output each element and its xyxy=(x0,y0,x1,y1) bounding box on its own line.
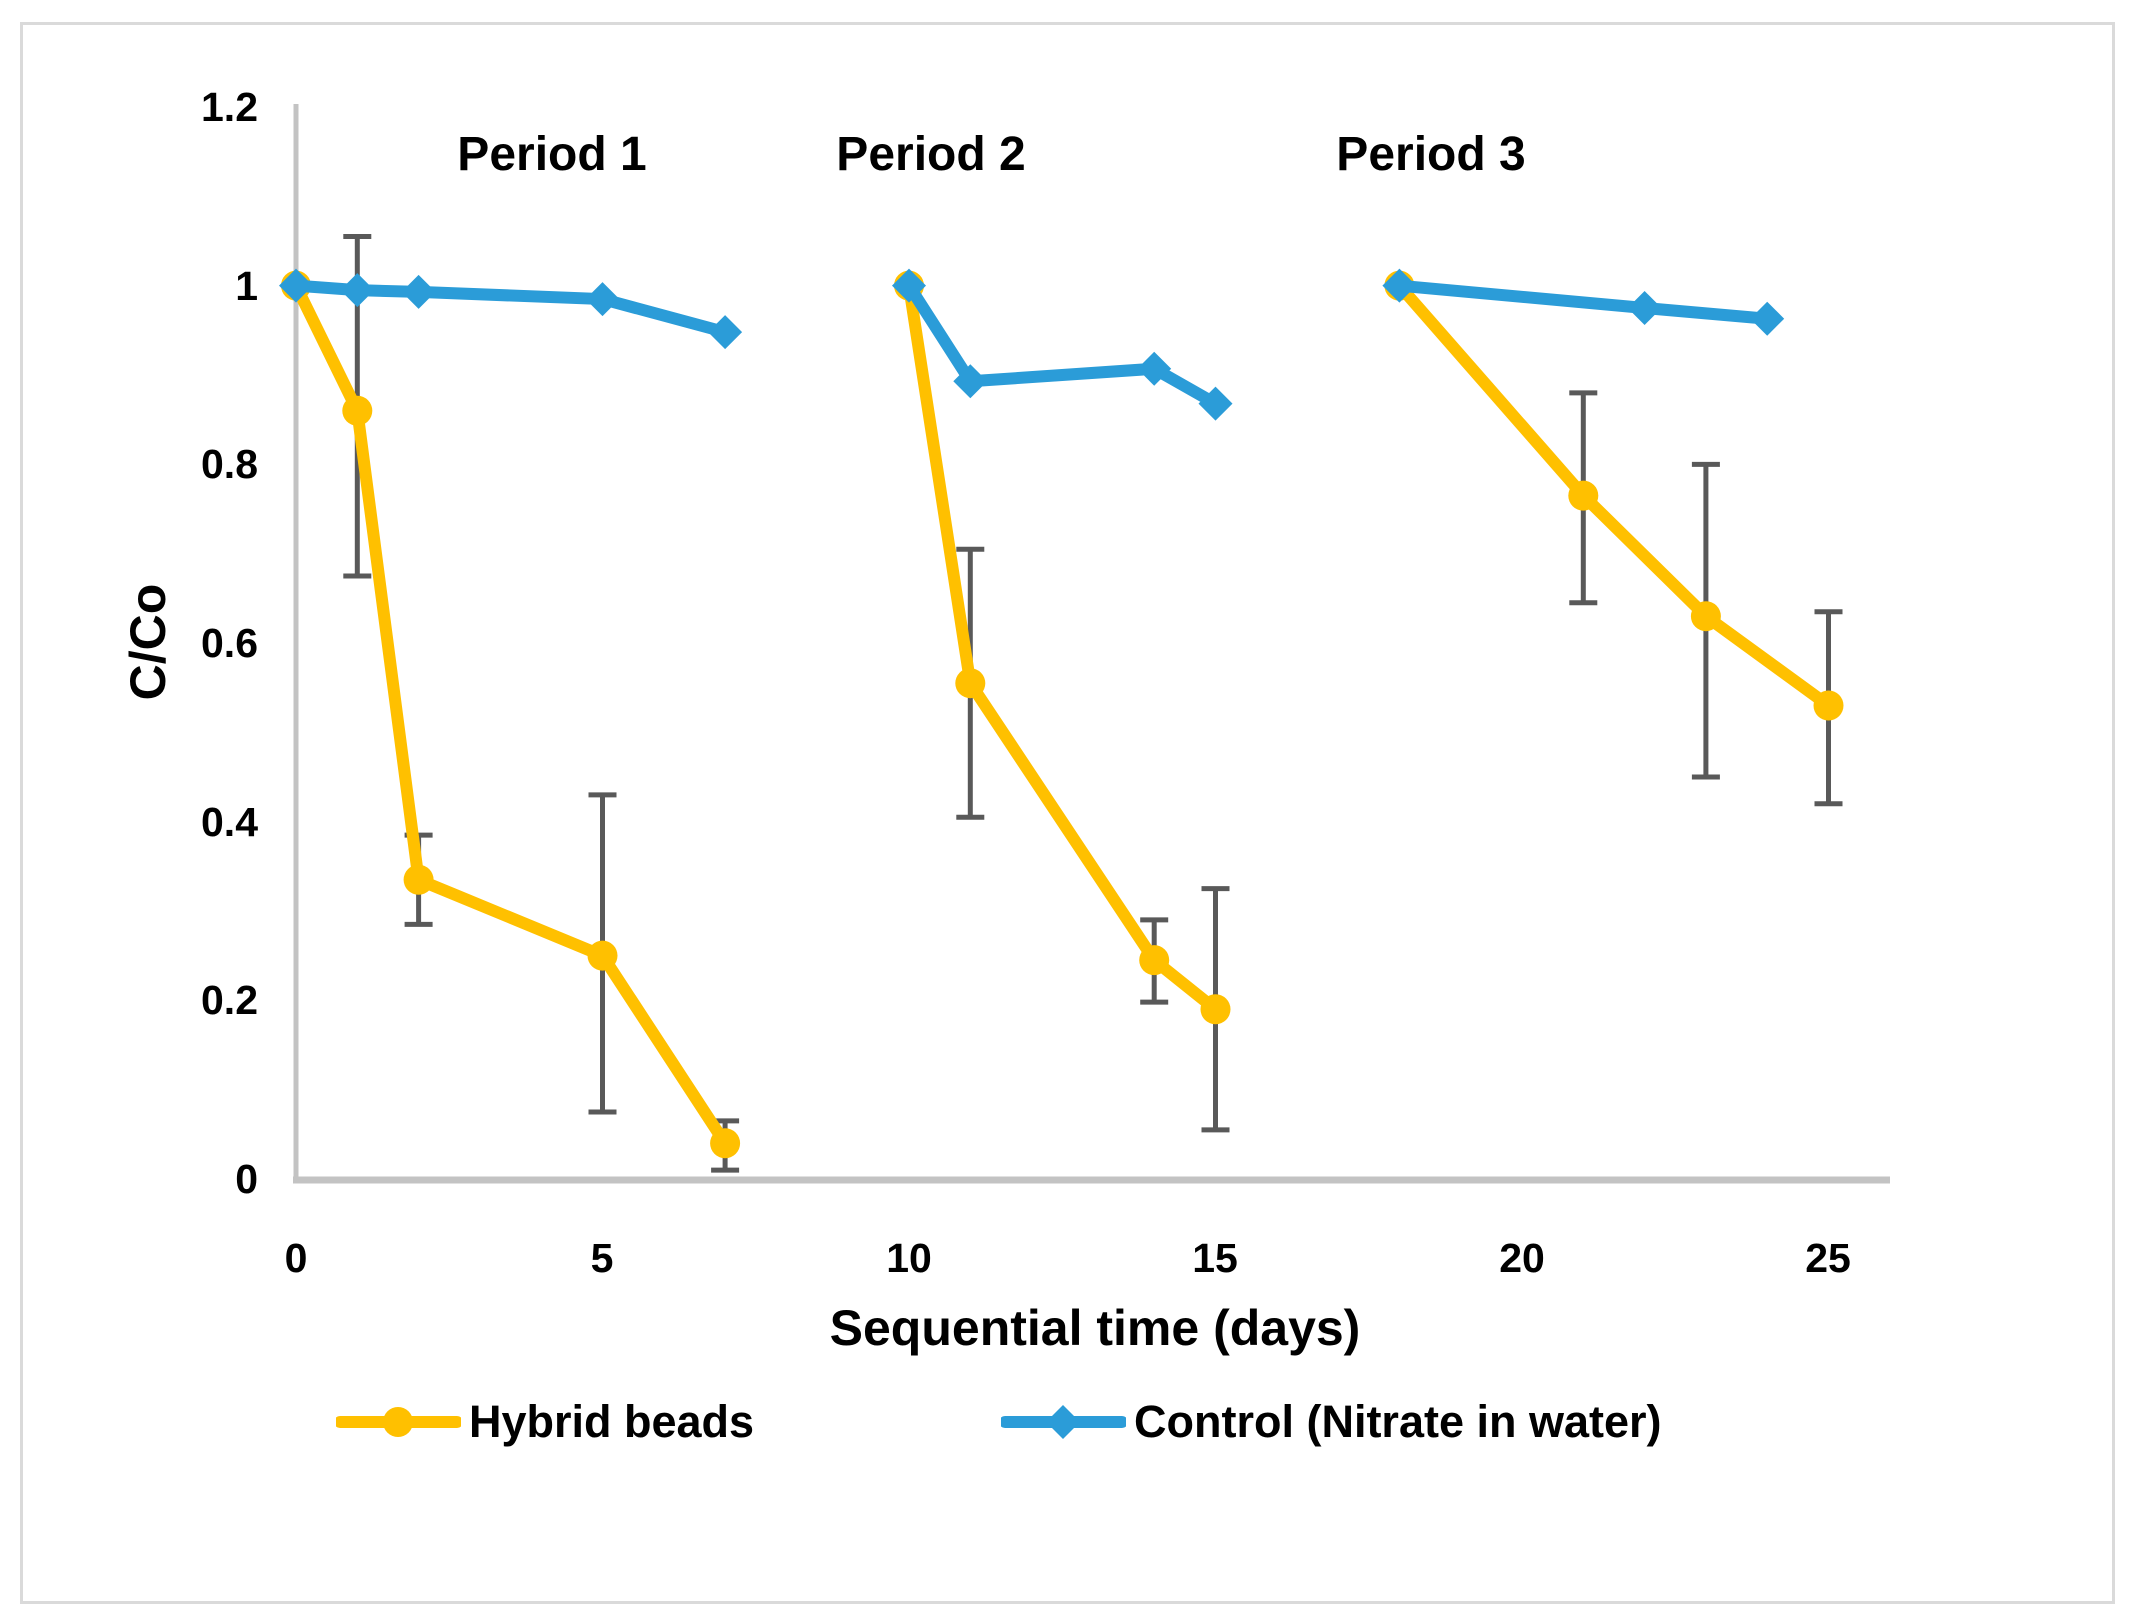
y-tick-label: 1.2 xyxy=(201,84,258,130)
x-axis-title: Sequential time (days) xyxy=(829,1300,1361,1356)
x-tick-label: 25 xyxy=(1805,1235,1851,1281)
data-point-marker xyxy=(1568,480,1599,511)
y-tick-label: 0.2 xyxy=(201,977,258,1023)
data-point-marker xyxy=(953,364,988,399)
period-2-label: Period 2 xyxy=(836,128,1026,181)
x-tick-label: 15 xyxy=(1192,1235,1238,1281)
data-point-marker xyxy=(1813,690,1844,721)
period-3-label: Period 3 xyxy=(1336,128,1526,181)
x-tick-label: 20 xyxy=(1499,1235,1545,1281)
series-hybrid-beads xyxy=(281,270,1844,1159)
data-point-marker xyxy=(710,1128,741,1159)
y-tick-label: 0 xyxy=(235,1156,258,1202)
data-point-marker xyxy=(585,282,620,317)
data-point-marker xyxy=(1382,268,1417,303)
data-point-marker xyxy=(1200,994,1231,1025)
x-tick-label: 0 xyxy=(284,1235,308,1281)
data-point-marker xyxy=(401,274,436,309)
data-point-marker xyxy=(403,864,434,895)
series-line xyxy=(1393,279,1774,325)
x-tick-label: 5 xyxy=(590,1235,614,1281)
x-tick-label: 10 xyxy=(886,1235,932,1281)
data-point-marker xyxy=(1690,601,1721,632)
hybrid-beads-line-circle-marker-icon xyxy=(336,1407,461,1437)
data-point-marker xyxy=(1137,351,1172,386)
y-tick-label: 0.6 xyxy=(201,620,258,666)
data-point-marker xyxy=(342,395,373,426)
legend-item-hybrid-beads: Hybrid beads xyxy=(336,1392,754,1452)
data-point-marker xyxy=(708,315,743,350)
legend-label: Control (Nitrate in water) xyxy=(1134,1396,1662,1447)
data-point-marker xyxy=(1627,291,1662,326)
period-1-label: Period 1 xyxy=(457,128,647,181)
series-control-nitrate-in-water- xyxy=(279,268,1785,421)
data-point-marker xyxy=(955,668,986,699)
legend-label: Hybrid beads xyxy=(469,1396,755,1447)
y-tick-label: 0.8 xyxy=(201,441,258,487)
series-line xyxy=(1393,279,1835,712)
data-point-marker xyxy=(340,273,375,308)
y-tick-label: 0.4 xyxy=(201,799,258,845)
series-line xyxy=(903,279,1222,1016)
series-line xyxy=(903,279,1222,410)
control-line-diamond-marker-icon xyxy=(1001,1405,1126,1439)
y-tick-label: 1 xyxy=(235,263,258,309)
legend-item-control: Control (Nitrate in water) xyxy=(1001,1392,1662,1452)
data-point-marker xyxy=(1750,301,1785,336)
y-axis-title: C/Co xyxy=(120,583,176,701)
data-point-marker xyxy=(1198,386,1233,421)
data-point-marker xyxy=(587,940,618,971)
data-point-marker xyxy=(892,268,926,303)
data-point-marker xyxy=(1139,945,1170,976)
data-point-marker xyxy=(279,268,313,303)
